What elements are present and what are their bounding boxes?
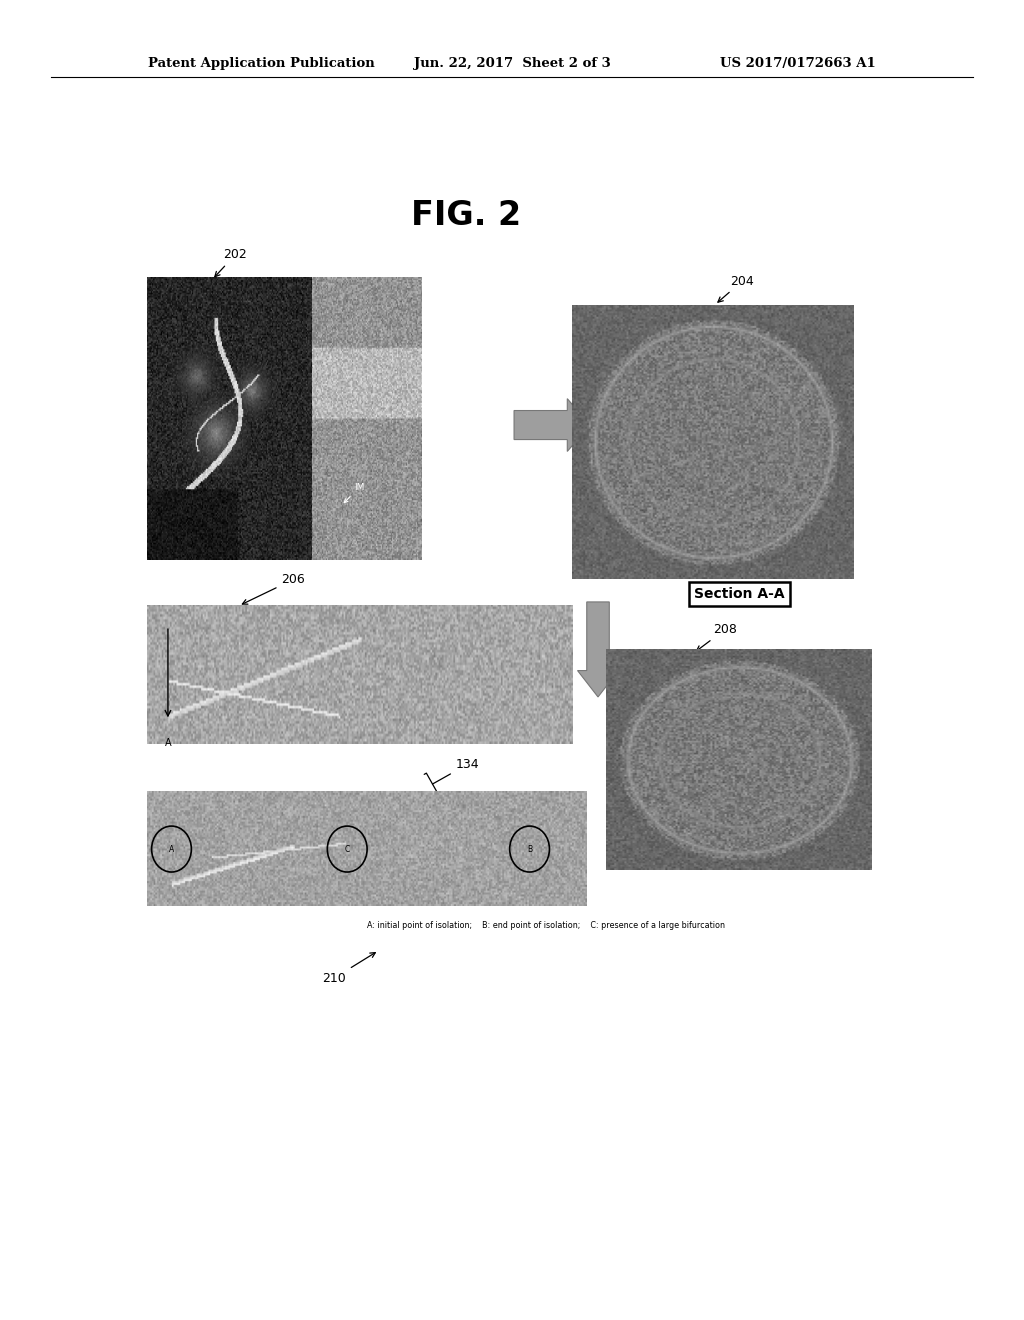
FancyArrow shape — [514, 399, 590, 451]
Text: 204: 204 — [718, 275, 754, 302]
Text: US 2017/0172663 A1: US 2017/0172663 A1 — [720, 57, 876, 70]
Text: Jun. 22, 2017  Sheet 2 of 3: Jun. 22, 2017 Sheet 2 of 3 — [414, 57, 610, 70]
Text: 202: 202 — [215, 248, 247, 277]
Text: B: B — [527, 845, 532, 854]
Text: A: initial point of isolation;    B: end point of isolation;    C: presence of a: A: initial point of isolation; B: end po… — [367, 921, 725, 931]
Text: Section A-A: Section A-A — [694, 587, 784, 601]
Text: 210: 210 — [323, 953, 376, 985]
Text: Patent Application Publication: Patent Application Publication — [148, 57, 375, 70]
Text: C: C — [345, 845, 350, 854]
Text: 208: 208 — [696, 623, 736, 651]
Text: A: A — [169, 845, 174, 854]
FancyArrow shape — [578, 602, 618, 697]
Text: 134: 134 — [424, 758, 479, 796]
Text: FIG. 2: FIG. 2 — [411, 199, 521, 232]
Text: A: A — [165, 738, 171, 748]
Text: 206: 206 — [243, 573, 305, 605]
Text: IM: IM — [344, 483, 365, 503]
